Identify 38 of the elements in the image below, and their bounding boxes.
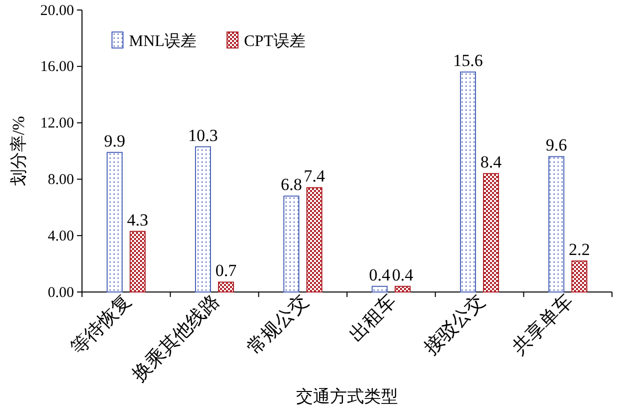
data-label: 9.9 bbox=[104, 131, 126, 150]
bar bbox=[195, 146, 211, 292]
y-axis-title: 划分率/% bbox=[9, 116, 28, 186]
y-tick-label: 8.00 bbox=[48, 172, 74, 188]
data-label: 2.2 bbox=[568, 240, 590, 259]
y-tick-label: 0.00 bbox=[48, 284, 74, 301]
data-label: 0.4 bbox=[392, 265, 414, 284]
data-label: 15.6 bbox=[453, 51, 483, 70]
bar bbox=[394, 286, 411, 292]
y-tick-label: 12.00 bbox=[40, 116, 74, 132]
data-label: 9.6 bbox=[546, 136, 567, 155]
y-tick-label: 4.00 bbox=[48, 228, 74, 244]
bar bbox=[130, 230, 146, 292]
data-label: 6.8 bbox=[280, 175, 302, 194]
data-label: 8.4 bbox=[480, 152, 502, 172]
x-tick-label: 接驳公交 bbox=[420, 290, 490, 360]
bar bbox=[283, 196, 300, 292]
x-tick-label: 出租车 bbox=[346, 290, 401, 346]
data-label: 7.4 bbox=[304, 166, 326, 186]
x-tick-label: 共享单车 bbox=[508, 290, 578, 360]
x-tick-label: 常规公交 bbox=[243, 290, 312, 360]
bar bbox=[218, 282, 234, 292]
bar bbox=[571, 260, 588, 292]
data-label: 0.7 bbox=[215, 261, 238, 280]
x-axis-title: 交通方式类型 bbox=[296, 387, 398, 406]
bar bbox=[483, 173, 499, 292]
y-tick-label: 20.00 bbox=[40, 2, 74, 19]
data-label: 4.3 bbox=[127, 210, 148, 230]
legend-label: CPT误差 bbox=[244, 32, 306, 50]
bar bbox=[548, 156, 564, 292]
bar bbox=[106, 152, 123, 292]
legend-label: MNL误差 bbox=[129, 32, 197, 50]
bar bbox=[372, 286, 388, 292]
bar bbox=[460, 72, 476, 292]
bar bbox=[306, 187, 322, 292]
data-label: 10.3 bbox=[188, 126, 218, 145]
y-tick-label: 16.00 bbox=[40, 59, 74, 76]
data-label: 0.4 bbox=[369, 265, 391, 284]
